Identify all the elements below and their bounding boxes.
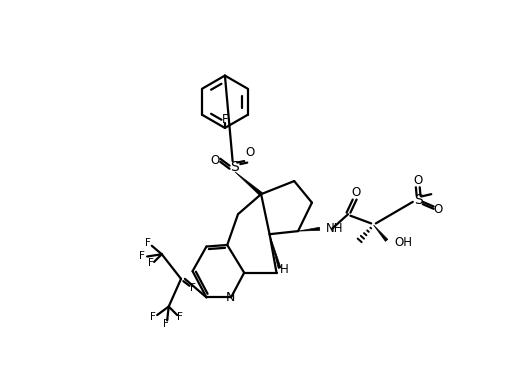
Text: O: O [210, 154, 219, 167]
Polygon shape [235, 172, 262, 196]
Text: F: F [150, 312, 156, 322]
Text: N: N [226, 291, 235, 304]
Text: NH: NH [326, 222, 343, 235]
Polygon shape [373, 225, 388, 241]
Text: F: F [221, 113, 228, 126]
Text: F: F [177, 312, 183, 322]
Text: S: S [230, 160, 239, 174]
Text: F: F [190, 283, 196, 293]
Polygon shape [269, 234, 281, 268]
Text: F: F [139, 251, 145, 261]
Text: H: H [280, 263, 289, 276]
Text: F: F [145, 239, 151, 249]
Text: O: O [351, 186, 360, 199]
Polygon shape [298, 227, 320, 231]
Text: O: O [433, 203, 443, 216]
Text: OH: OH [394, 236, 412, 249]
Text: F: F [148, 259, 154, 268]
Text: S: S [414, 193, 422, 207]
Text: F: F [163, 318, 168, 328]
Text: O: O [245, 146, 254, 159]
Text: O: O [413, 174, 423, 187]
